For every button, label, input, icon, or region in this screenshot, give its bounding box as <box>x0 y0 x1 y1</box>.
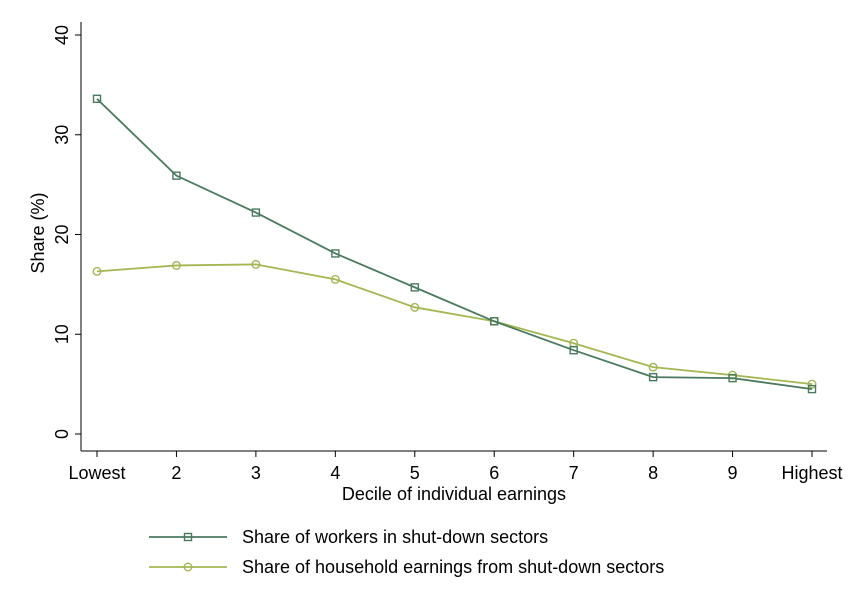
series-workers <box>92 94 817 394</box>
x-tick-label: 7 <box>569 463 579 483</box>
series-layer <box>92 94 817 394</box>
data-point <box>331 249 340 258</box>
x-tick-label: 5 <box>410 463 420 483</box>
x-ticks: Lowest 2 3 4 5 6 7 8 9 Highest <box>68 451 843 483</box>
y-tick-label: 30 <box>52 125 72 145</box>
data-point <box>172 171 181 180</box>
data-point <box>807 379 817 389</box>
data-point <box>410 302 420 312</box>
series-line <box>96 98 813 391</box>
data-point <box>251 208 261 217</box>
y-tick-label: 0 <box>52 429 72 439</box>
data-point <box>648 372 658 382</box>
legend-swatch-marker <box>183 532 193 542</box>
legend-label: Share of workers in shut-down sectors <box>242 527 548 547</box>
y-axis-title: Share (%) <box>28 192 48 273</box>
data-point <box>251 259 261 269</box>
x-tick-label: 4 <box>330 463 340 483</box>
y-ticks: 0 10 20 30 40 <box>52 25 81 439</box>
x-tick-label: Highest <box>781 463 842 483</box>
legend-label: Share of household earnings from shut-do… <box>242 557 664 577</box>
data-point <box>171 260 181 270</box>
data-point <box>490 317 499 326</box>
plot-area: 0 10 20 30 40 Lowest 2 3 4 5 6 7 8 9 Highest <box>52 22 843 483</box>
data-point <box>410 283 419 292</box>
data-point <box>728 373 737 383</box>
data-point <box>92 94 102 104</box>
x-tick-label: 9 <box>728 463 738 483</box>
series-line <box>96 263 813 386</box>
x-tick-label: Lowest <box>68 463 125 483</box>
legend-item: Share of household earnings from shut-do… <box>149 557 664 577</box>
x-tick-label: 6 <box>489 463 499 483</box>
legend: Share of workers in shut-down sectors Sha… <box>149 527 664 577</box>
y-tick-label: 10 <box>52 324 72 344</box>
y-tick-label: 20 <box>52 224 72 244</box>
data-point <box>648 362 658 372</box>
x-axis-title: Decile of individual earnings <box>342 484 566 504</box>
x-tick-label: 2 <box>171 463 181 483</box>
data-point <box>92 266 102 276</box>
data-point <box>569 346 578 355</box>
series-household-earnings <box>92 259 817 389</box>
y-tick-label: 40 <box>52 25 72 45</box>
legend-item: Share of workers in shut-down sectors <box>149 527 548 547</box>
legend-swatch-marker <box>183 562 193 572</box>
data-point <box>807 384 817 394</box>
x-tick-label: 8 <box>648 463 658 483</box>
data-point <box>330 274 340 284</box>
x-tick-label: 3 <box>251 463 261 483</box>
